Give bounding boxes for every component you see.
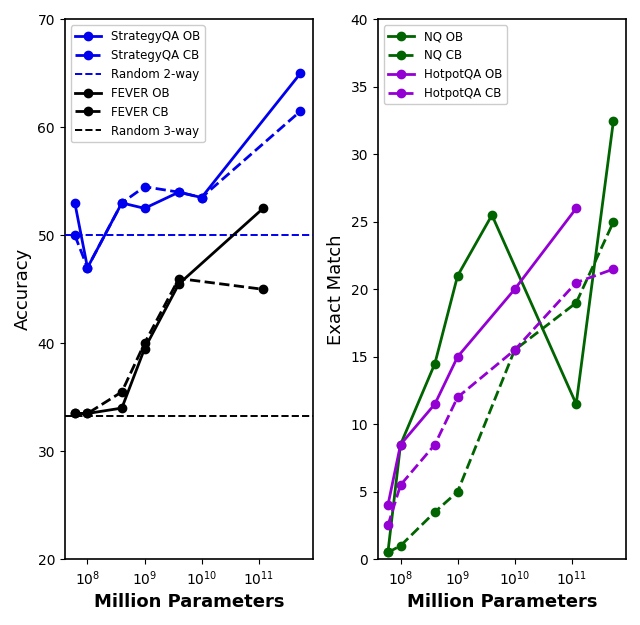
HotpotQA CB [610,266,618,273]
StrategyQA OB [84,264,92,271]
StrategyQA OB [296,69,304,77]
NQ CB [572,299,580,306]
X-axis label: Million Parameters: Million Parameters [407,593,597,611]
StrategyQA CB [198,194,205,201]
StrategyQA OB [175,188,182,196]
HotpotQA OB [397,441,404,448]
StrategyQA CB [296,107,304,115]
NQ CB [511,346,518,354]
HotpotQA OB [384,501,392,509]
FEVER CB [141,339,148,347]
Line: NQ CB: NQ CB [384,217,618,557]
Y-axis label: Exact Match: Exact Match [327,234,345,344]
StrategyQA CB [84,264,92,271]
Y-axis label: Accuracy: Accuracy [14,248,32,331]
FEVER CB [259,286,267,293]
NQ OB [397,441,404,448]
Line: StrategyQA CB: StrategyQA CB [70,107,305,272]
NQ OB [431,360,439,368]
NQ OB [572,400,580,408]
NQ OB [384,549,392,556]
Line: HotpotQA OB: HotpotQA OB [384,204,580,509]
FEVER OB [141,345,148,352]
NQ CB [384,549,392,556]
StrategyQA CB [71,232,79,239]
Line: HotpotQA CB: HotpotQA CB [384,265,618,529]
Line: NQ OB: NQ OB [384,116,618,557]
NQ CB [610,218,618,226]
FEVER OB [118,404,125,412]
FEVER CB [175,275,182,282]
NQ OB [488,211,496,219]
Legend: StrategyQA OB, StrategyQA CB, Random 2-way, FEVER OB, FEVER CB, Random 3-way: StrategyQA OB, StrategyQA CB, Random 2-w… [70,25,205,142]
HotpotQA CB [454,394,461,401]
FEVER CB [84,410,92,418]
StrategyQA CB [141,183,148,191]
HotpotQA OB [431,400,439,408]
HotpotQA CB [572,279,580,286]
FEVER OB [71,410,79,418]
HotpotQA CB [431,441,439,448]
StrategyQA OB [198,194,205,201]
Legend: NQ OB, NQ CB, HotpotQA OB, HotpotQA CB: NQ OB, NQ CB, HotpotQA OB, HotpotQA CB [384,25,507,104]
FEVER OB [84,410,92,418]
FEVER CB [118,388,125,396]
StrategyQA CB [118,199,125,207]
NQ OB [454,272,461,279]
StrategyQA OB [71,199,79,207]
HotpotQA CB [511,346,518,354]
HotpotQA CB [397,481,404,489]
FEVER CB [71,410,79,418]
HotpotQA OB [454,353,461,361]
Line: StrategyQA OB: StrategyQA OB [70,69,305,272]
StrategyQA CB [175,188,182,196]
HotpotQA CB [384,522,392,529]
FEVER OB [259,204,267,212]
NQ CB [454,488,461,496]
HotpotQA OB [511,286,518,293]
Line: FEVER OB: FEVER OB [70,204,268,418]
NQ CB [397,542,404,549]
Line: FEVER CB: FEVER CB [70,274,268,418]
NQ CB [431,508,439,516]
StrategyQA OB [141,204,148,212]
FEVER OB [175,280,182,288]
NQ OB [610,117,618,124]
StrategyQA OB [118,199,125,207]
X-axis label: Million Parameters: Million Parameters [93,593,284,611]
HotpotQA OB [572,204,580,212]
